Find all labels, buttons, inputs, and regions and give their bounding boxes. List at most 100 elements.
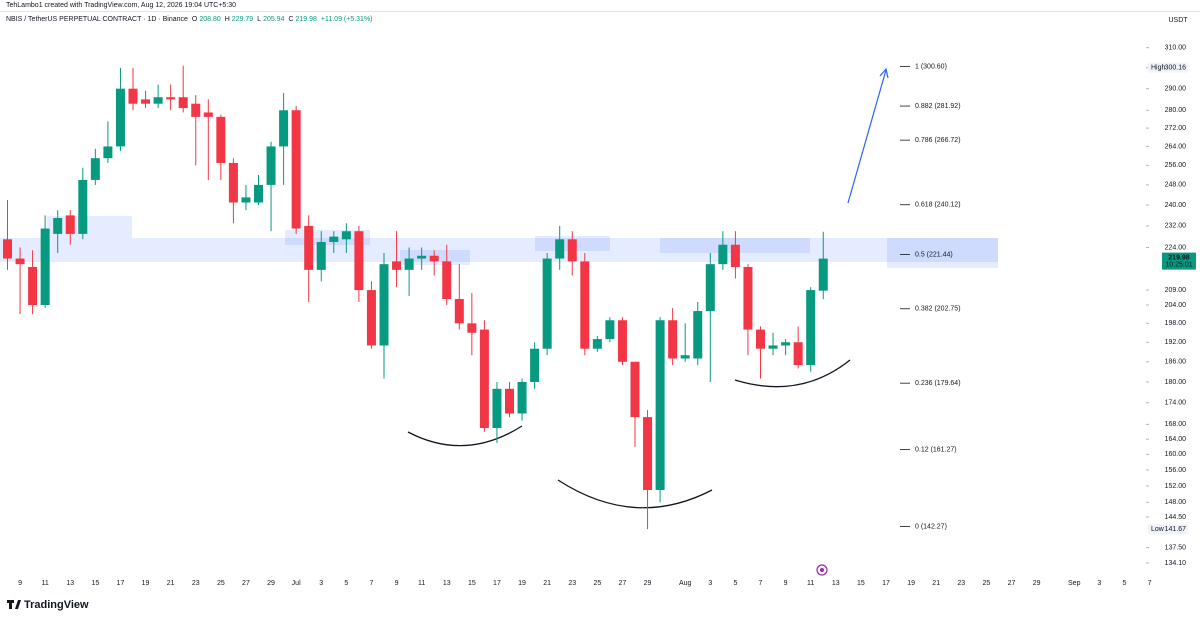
- candle-body: [479, 329, 489, 429]
- x-tick-label: 29: [644, 580, 652, 587]
- x-tick-label: 17: [882, 580, 890, 587]
- candle-body: [279, 110, 289, 147]
- candle-body: [668, 320, 678, 359]
- ohlc-key: H: [224, 16, 230, 23]
- x-tick-label: 23: [192, 580, 200, 587]
- x-tick-label: 11: [418, 580, 425, 587]
- candle-body: [291, 110, 301, 229]
- x-tick-label: 27: [619, 580, 627, 587]
- candle-body: [630, 361, 640, 418]
- y-tick-label: 264.00: [1165, 143, 1187, 150]
- x-tick-label: 27: [242, 580, 250, 587]
- candle-body: [818, 258, 828, 291]
- x-tick-label: 9: [784, 580, 788, 587]
- ohlc-value: 229.79: [231, 16, 254, 23]
- candle-body: [793, 342, 803, 366]
- y-tick-label: 310.00: [1165, 45, 1187, 52]
- candle-body: [730, 244, 740, 267]
- candle-body: [28, 266, 38, 305]
- x-tick-label: 17: [493, 580, 501, 587]
- candle-body: [680, 355, 690, 359]
- zones: [0, 216, 998, 268]
- candle-body: [567, 239, 577, 262]
- candle-body: [228, 162, 238, 203]
- candle-body: [53, 217, 63, 234]
- y-tick-label: 290.00: [1165, 86, 1187, 93]
- x-tick-label: 13: [832, 580, 840, 587]
- candle-body: [417, 255, 427, 259]
- last-price: 219.98: [1168, 254, 1190, 261]
- y-tick-label: 280.00: [1165, 107, 1187, 114]
- last-price-badge: [1162, 252, 1196, 270]
- candle-body: [254, 184, 263, 203]
- candle-body: [517, 381, 527, 414]
- x-tick-label: 7: [1148, 580, 1152, 587]
- candle-body: [718, 244, 728, 265]
- candle-body: [617, 320, 627, 362]
- x-tick-label: 7: [369, 580, 373, 587]
- y-tick-label: 204.00: [1165, 302, 1187, 309]
- x-tick-label: 25: [593, 580, 601, 587]
- x-tick-label: 29: [1033, 580, 1041, 587]
- fib-label: 0.5 (221.44): [915, 251, 953, 258]
- candle-body: [555, 239, 565, 259]
- candle-body: [442, 261, 452, 299]
- candle-body: [65, 215, 75, 234]
- price-marker: [1148, 524, 1188, 535]
- candle-body: [781, 342, 791, 346]
- fib-label: 0.882 (281.92): [915, 103, 961, 110]
- ohlc-key: O: [191, 16, 198, 23]
- candle-body: [241, 197, 251, 203]
- ohlc-value: 219.98: [295, 16, 317, 23]
- x-tick-label: 7: [759, 580, 763, 587]
- zone: [887, 238, 998, 268]
- candle-body: [768, 345, 778, 349]
- y-tick-label: 144.50: [1165, 514, 1187, 521]
- x-tick-label: 17: [117, 580, 125, 587]
- price-marker: [1148, 62, 1188, 73]
- arrow: [847, 67, 889, 204]
- candle-body: [115, 88, 125, 147]
- ohlc-key: C: [288, 16, 294, 23]
- fib-label: 0.236 (179.64): [915, 380, 961, 387]
- x-tick-label: 5: [1122, 580, 1126, 587]
- y-tick-label: 160.00: [1165, 451, 1187, 458]
- x-tick-label: 3: [708, 580, 712, 587]
- y-tick-label: 272.00: [1165, 125, 1187, 132]
- x-tick-label: 19: [907, 580, 915, 587]
- candle-body: [304, 225, 314, 270]
- candle-body: [693, 311, 703, 359]
- fib-label: 0 (142.27): [915, 523, 947, 530]
- candle-body: [404, 258, 414, 270]
- y-tick-label: 148.00: [1165, 499, 1187, 506]
- y-tick-label: 232.00: [1165, 223, 1187, 230]
- x-tick-label: 27: [1008, 580, 1016, 587]
- y-tick-label: 186.00: [1165, 359, 1187, 366]
- y-tick-label: 174.00: [1165, 400, 1187, 407]
- candle-body: [178, 97, 188, 109]
- x-tick-label: 25: [983, 580, 991, 587]
- y-tick-label: 168.00: [1165, 421, 1187, 428]
- currency: USDT: [1168, 17, 1188, 24]
- candle-body: [743, 266, 753, 330]
- y-tick-label: 134.10: [1165, 560, 1187, 567]
- y-tick-label: 240.00: [1165, 202, 1187, 209]
- countdown: 10:25:01: [1165, 261, 1192, 268]
- fib-label: 0.618 (240.12): [915, 202, 961, 209]
- candle-body: [341, 231, 351, 240]
- x-tick-label: 29: [267, 580, 275, 587]
- candle-body: [542, 258, 552, 349]
- arc: [407, 425, 523, 447]
- price-marker-value: 300.16: [1165, 64, 1187, 71]
- x-tick-label: 21: [543, 580, 551, 587]
- candle-body: [605, 320, 615, 340]
- candle-body: [454, 298, 464, 324]
- candle-body: [316, 242, 326, 270]
- y-tick-label: 224.00: [1165, 244, 1187, 251]
- candle-body: [15, 258, 25, 265]
- x-tick-label: 3: [319, 580, 323, 587]
- x-tick-label: 13: [66, 580, 74, 587]
- x-tick-label: 15: [857, 580, 865, 587]
